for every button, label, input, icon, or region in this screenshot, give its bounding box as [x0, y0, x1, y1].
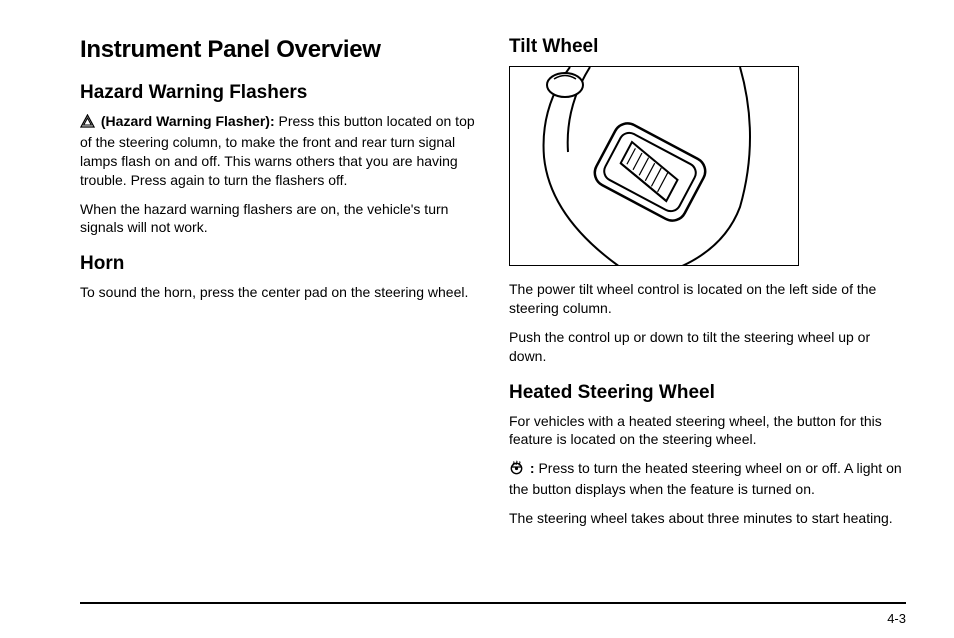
heated-heading: Heated Steering Wheel	[509, 382, 906, 404]
manual-page: Instrument Panel Overview Hazard Warning…	[0, 0, 954, 638]
hazard-paragraph-1: (Hazard Warning Flasher): Press this but…	[80, 112, 477, 190]
two-column-layout: Instrument Panel Overview Hazard Warning…	[80, 36, 906, 576]
heated-paragraph-1: For vehicles with a heated steering whee…	[509, 412, 906, 450]
tilt-wheel-figure	[509, 66, 799, 266]
right-column: Tilt Wheel	[509, 36, 906, 576]
hazard-heading: Hazard Warning Flashers	[80, 82, 477, 104]
tilt-paragraph-1: The power tilt wheel control is located …	[509, 280, 906, 318]
heated-wheel-icon	[509, 460, 524, 480]
page-number: 4-3	[887, 611, 906, 626]
hazard-icon-label: (Hazard Warning Flasher):	[101, 113, 275, 129]
hazard-triangle-icon	[80, 114, 95, 133]
horn-heading: Horn	[80, 253, 477, 275]
tilt-heading: Tilt Wheel	[509, 36, 906, 58]
left-column: Instrument Panel Overview Hazard Warning…	[80, 36, 477, 576]
tilt-wheel-illustration	[510, 67, 799, 266]
heated-paragraph-2: : Press to turn the heated steering whee…	[509, 459, 906, 499]
heated-p2-rest: Press to turn the heated steering wheel …	[509, 460, 902, 497]
page-title: Instrument Panel Overview	[80, 36, 477, 64]
hazard-paragraph-2: When the hazard warning flashers are on,…	[80, 200, 477, 238]
footer-rule	[80, 602, 906, 604]
tilt-paragraph-2: Push the control up or down to tilt the …	[509, 328, 906, 366]
horn-paragraph-1: To sound the horn, press the center pad …	[80, 283, 477, 302]
heated-paragraph-3: The steering wheel takes about three min…	[509, 509, 906, 528]
